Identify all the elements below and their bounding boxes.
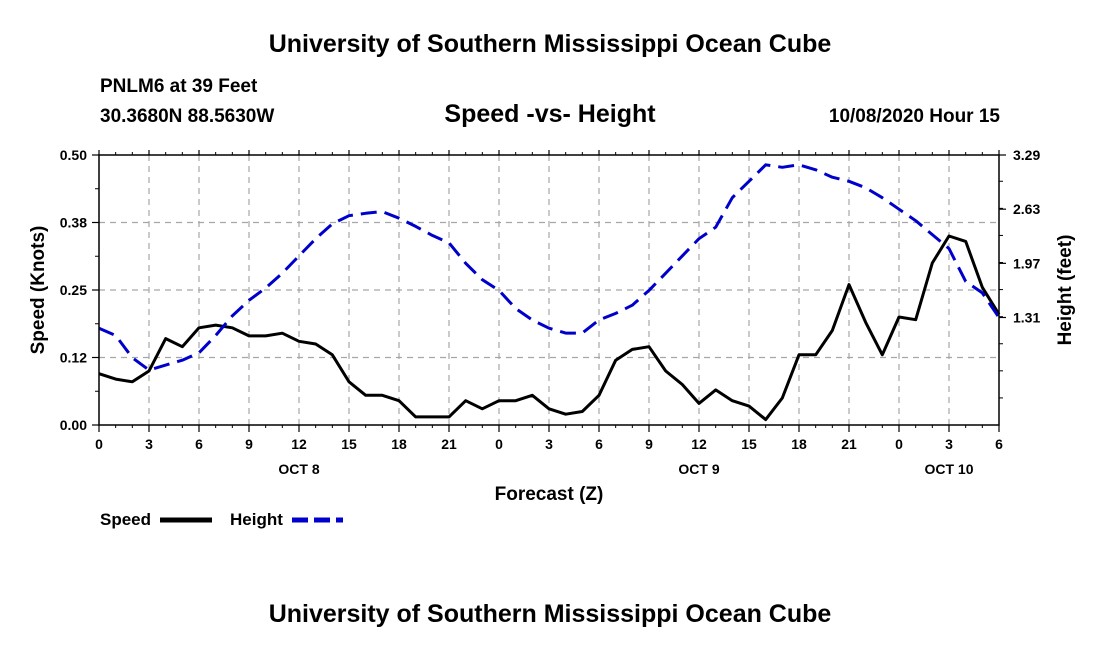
grid (99, 155, 999, 425)
y-tick-label: 0.12 (60, 350, 87, 366)
legend-speed-label: Speed (100, 510, 151, 529)
legend: Speed Height (100, 510, 343, 529)
station-label: PNLM6 at 39 Feet (100, 76, 258, 97)
x-tick-label: 0 (95, 436, 103, 452)
top-title: University of Southern Mississippi Ocean… (268, 30, 832, 58)
x-date-label: OCT 9 (678, 461, 719, 477)
y2-tick-label: 2.63 (1013, 201, 1040, 217)
x-tick-label: 21 (841, 436, 857, 452)
speed-series-line (98, 234, 1001, 422)
timestamp-label: 10/08/2020 Hour 15 (828, 106, 1000, 127)
x-tick-label: 6 (195, 436, 203, 452)
x-tick-label: 3 (145, 436, 153, 452)
x-tick-label: 21 (441, 436, 457, 452)
bottom-title: University of Southern Mississippi Ocean… (268, 600, 832, 628)
height-series-line (98, 163, 1001, 372)
y-tick-label: 0.38 (60, 215, 87, 231)
x-tick-label: 6 (595, 436, 603, 452)
x-tick-label: 15 (741, 436, 757, 452)
x-date-label: OCT 10 (924, 461, 973, 477)
y-tick-label: 0.25 (60, 282, 87, 298)
x-tick-label: 0 (895, 436, 903, 452)
y2-tick-label: 1.31 (1013, 309, 1040, 325)
x-tick-label: 15 (341, 436, 357, 452)
x-date-label: OCT 8 (278, 461, 319, 477)
x-tick-label: 18 (391, 436, 407, 452)
chart-title: Speed -vs- Height (444, 100, 656, 128)
x-tick-label: 12 (291, 436, 307, 452)
y-axis-title: Speed (Knots) (28, 226, 49, 355)
y-tick-label: 0.50 (60, 147, 87, 163)
x-tick-label: 3 (945, 436, 953, 452)
y2-tick-label: 3.29 (1013, 147, 1040, 163)
x-tick-label: 6 (995, 436, 1003, 452)
x-tick-label: 9 (245, 436, 253, 452)
x-tick-label: 3 (545, 436, 553, 452)
x-tick-label: 9 (645, 436, 653, 452)
x-tick-label: 0 (495, 436, 503, 452)
y2-axis-title: Height (feet) (1055, 235, 1076, 346)
coordinates-label: 30.3680N 88.5630W (100, 106, 275, 127)
legend-height-label: Height (230, 510, 283, 529)
y2-tick-label: 1.97 (1013, 255, 1040, 271)
x-tick-label: 12 (691, 436, 707, 452)
x-axis-title: Forecast (Z) (495, 484, 604, 505)
axes: 0 3 6 9 12 15 18 21 0 3 6 9 12 15 18 21 0 3 6 OCT 8 OCT 9 OCT… (60, 147, 1041, 477)
x-tick-label: 18 (791, 436, 807, 452)
y-tick-label: 0.00 (60, 417, 87, 433)
series-layer (98, 163, 1001, 422)
